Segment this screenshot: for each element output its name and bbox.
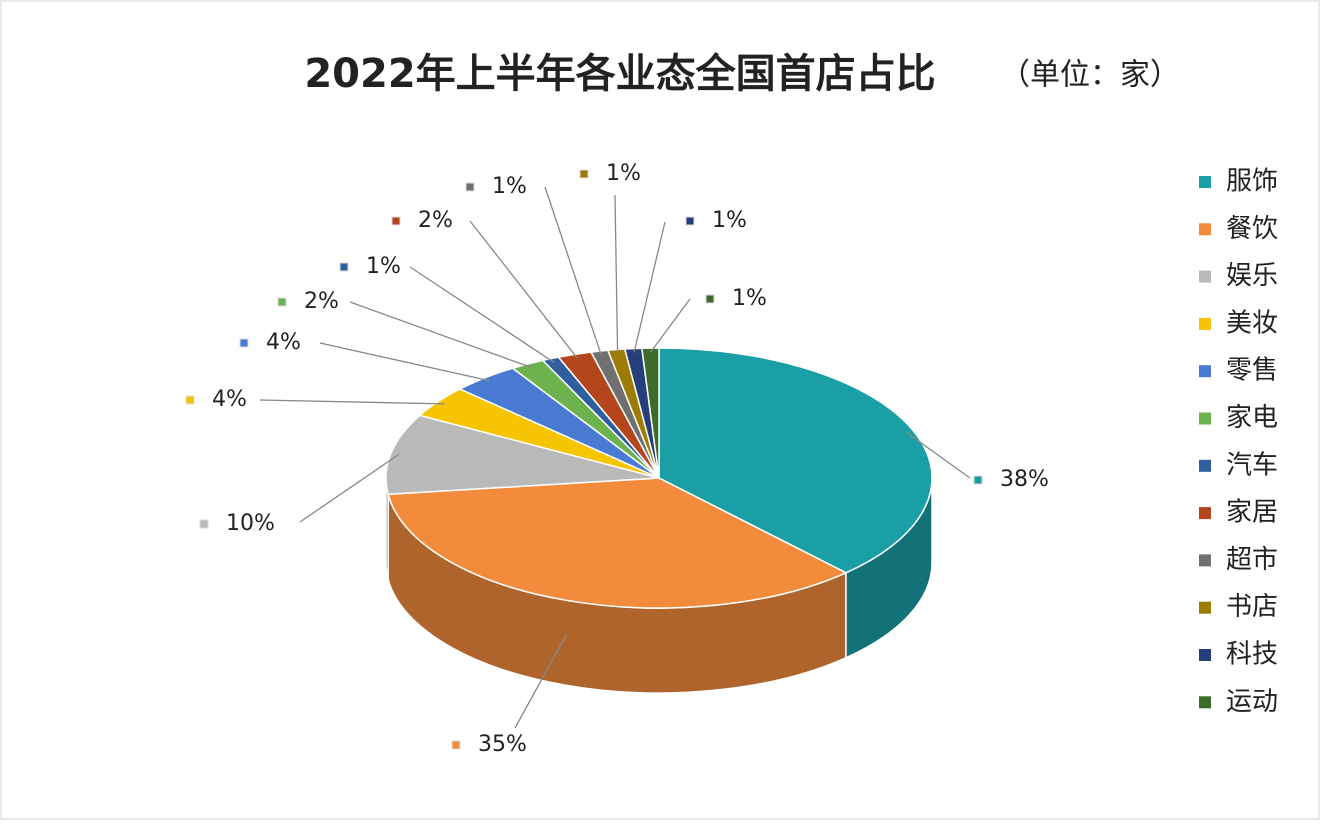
legend-marker [1199, 270, 1211, 283]
slice [641, 347, 660, 479]
label-marker [465, 182, 475, 192]
legend-marker [1199, 459, 1211, 472]
data-label: 2% [418, 208, 453, 233]
legend-marker [1199, 176, 1211, 188]
leader-line [259, 399, 445, 405]
data-label: 2% [304, 289, 339, 314]
leader-line [469, 220, 578, 359]
label-marker [705, 294, 715, 304]
legend-marker [1199, 554, 1211, 567]
leader-line [514, 634, 568, 729]
label-marker [685, 216, 695, 226]
legend-marker [1199, 601, 1211, 614]
data-label: 35% [478, 732, 527, 757]
label-marker [185, 395, 195, 405]
legend-marker [1199, 649, 1211, 661]
legend-label: 服饰 [1226, 167, 1278, 197]
legend-label: 运动 [1226, 687, 1278, 717]
data-label: 1% [366, 254, 401, 279]
data-label: 4% [266, 330, 301, 355]
data-label: 10% [226, 511, 275, 536]
label-marker [199, 519, 209, 529]
label-marker [391, 216, 401, 226]
legend-label: 娱乐 [1226, 261, 1278, 291]
leader-line [650, 298, 691, 353]
data-label: 1% [712, 208, 747, 233]
leader-line [299, 453, 400, 523]
legend-label: 美妆 [1226, 308, 1278, 338]
legend-marker [1199, 365, 1211, 378]
label-marker [239, 338, 249, 348]
data-label: 38% [1000, 467, 1049, 492]
leader-line [349, 301, 532, 369]
data-label: 1% [492, 174, 527, 199]
slice [385, 414, 660, 496]
label-marker [579, 169, 589, 179]
data-label: 1% [606, 161, 641, 186]
label-marker [451, 740, 461, 750]
legend-label: 餐饮 [1226, 214, 1278, 244]
legend-marker [1199, 223, 1211, 236]
legend-label: 家居 [1226, 498, 1278, 528]
label-marker [277, 297, 287, 307]
leader-line [544, 186, 602, 356]
leader-line [319, 342, 491, 382]
leader-line [409, 266, 555, 363]
leader-line [614, 194, 619, 354]
label-marker [973, 475, 983, 485]
legend-marker [1199, 507, 1211, 520]
data-label: 4% [212, 387, 247, 412]
legend-label: 零售 [1226, 356, 1278, 386]
slice [658, 347, 933, 574]
data-label: 1% [732, 286, 767, 311]
legend-marker [1199, 317, 1211, 330]
legend-label: 家电 [1226, 403, 1278, 433]
legend-label: 科技 [1226, 640, 1278, 670]
label-marker [339, 262, 349, 272]
legend-label: 书店 [1226, 592, 1278, 622]
chart-title: 2022年上半年各业态全国首店占比 [304, 51, 935, 97]
chart-subtitle: （单位：家） [1000, 58, 1180, 93]
leader-line [904, 431, 971, 479]
legend-marker [1199, 412, 1211, 425]
legend-marker [1199, 696, 1211, 709]
legend-label: 超市 [1226, 545, 1278, 575]
leader-line [633, 221, 666, 353]
legend-label: 汽车 [1226, 450, 1278, 480]
slice [387, 477, 848, 609]
